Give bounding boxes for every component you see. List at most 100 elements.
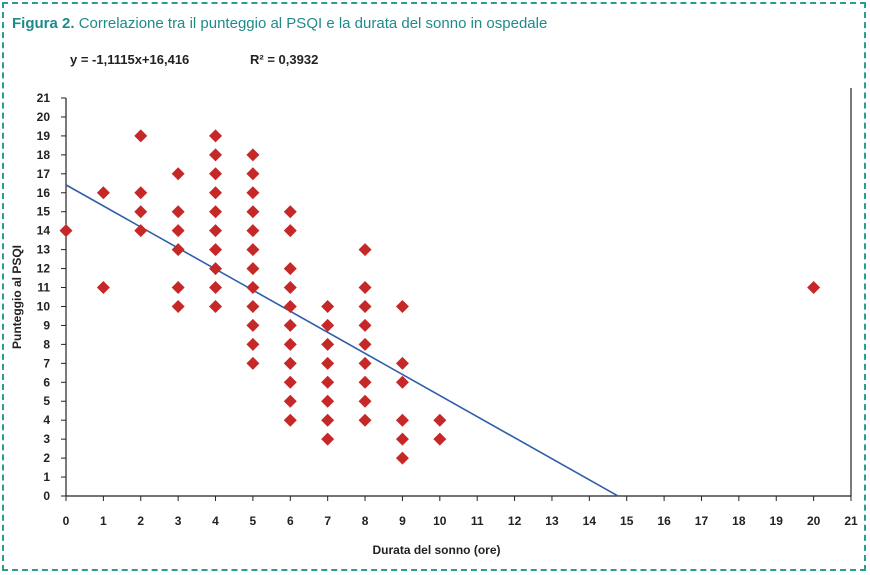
data-point [433, 432, 447, 446]
y-axis-title: Punteggio al PSQI [10, 245, 24, 349]
data-point [283, 413, 297, 427]
data-point [246, 281, 260, 295]
data-point [283, 299, 297, 313]
data-point [171, 281, 185, 295]
x-tick-label: 9 [399, 514, 406, 528]
data-point [96, 281, 110, 295]
data-point [171, 299, 185, 313]
x-tick-label: 8 [362, 514, 369, 528]
x-tick-label: 0 [63, 514, 70, 528]
data-point [246, 318, 260, 332]
data-point [395, 299, 409, 313]
data-point [59, 224, 73, 238]
data-point [283, 281, 297, 295]
x-tick-label: 21 [844, 514, 858, 528]
y-tick-label: 20 [37, 110, 51, 124]
data-point [134, 129, 148, 143]
data-point [171, 243, 185, 257]
data-point [283, 337, 297, 351]
data-point [171, 224, 185, 238]
data-point [283, 318, 297, 332]
x-tick-label: 19 [770, 514, 784, 528]
data-point [209, 129, 223, 143]
x-tick-label: 1 [100, 514, 107, 528]
data-point [209, 281, 223, 295]
data-point [358, 281, 372, 295]
data-point [395, 413, 409, 427]
data-point [134, 224, 148, 238]
data-point [96, 186, 110, 200]
x-tick-label: 18 [732, 514, 746, 528]
data-point [395, 432, 409, 446]
data-point [171, 205, 185, 219]
x-tick-label: 6 [287, 514, 294, 528]
data-point [246, 262, 260, 276]
y-tick-label: 0 [43, 489, 50, 503]
y-tick-label: 17 [37, 167, 51, 181]
data-point [395, 356, 409, 370]
data-point [321, 318, 335, 332]
data-point [283, 224, 297, 238]
y-tick-label: 7 [43, 356, 50, 370]
regression-equation: y = -1,1115x+16,416 [70, 52, 190, 67]
y-tick-label: 14 [37, 224, 51, 238]
data-point [321, 299, 335, 313]
y-tick-label: 6 [43, 375, 50, 389]
x-tick-label: 13 [545, 514, 559, 528]
x-tick-label: 20 [807, 514, 821, 528]
data-point [209, 167, 223, 181]
data-point [246, 186, 260, 200]
y-tick-label: 9 [43, 318, 50, 332]
data-point [433, 413, 447, 427]
x-tick-label: 3 [175, 514, 182, 528]
y-tick-label: 5 [43, 394, 50, 408]
data-point [358, 394, 372, 408]
data-point [321, 356, 335, 370]
data-point [209, 205, 223, 219]
data-point [246, 205, 260, 219]
trendline [65, 184, 619, 497]
figure-title: Figura 2. Correlazione tra il punteggio … [12, 15, 547, 32]
data-point [358, 318, 372, 332]
data-point [246, 148, 260, 162]
x-tick-label: 14 [583, 514, 597, 528]
data-point [321, 375, 335, 389]
data-point [321, 337, 335, 351]
y-tick-label: 13 [37, 243, 51, 257]
data-point [358, 356, 372, 370]
data-point [358, 243, 372, 257]
data-point [246, 356, 260, 370]
x-tick-label: 2 [137, 514, 144, 528]
data-point [321, 432, 335, 446]
data-point [209, 148, 223, 162]
x-axis-title: Durata del sonno (ore) [372, 543, 500, 557]
trendline-group [65, 184, 619, 497]
y-tick-label: 15 [37, 205, 51, 219]
data-point [283, 394, 297, 408]
y-tick-label: 21 [37, 91, 51, 105]
data-point [321, 394, 335, 408]
data-point [246, 243, 260, 257]
x-tick-label: 5 [250, 514, 257, 528]
data-point [246, 337, 260, 351]
data-point [358, 375, 372, 389]
y-tick-label: 12 [37, 262, 51, 276]
r-squared-value: R² = 0,3932 [250, 52, 319, 67]
data-point [134, 186, 148, 200]
data-point [283, 375, 297, 389]
figure-caption: Correlazione tra il punteggio al PSQI e … [78, 15, 548, 32]
data-point [134, 205, 148, 219]
data-point [283, 262, 297, 276]
x-tick-label: 11 [471, 514, 484, 528]
data-point [321, 413, 335, 427]
data-point [209, 262, 223, 276]
y-tick-label: 18 [37, 148, 51, 162]
data-point [246, 167, 260, 181]
y-tick-label: 11 [37, 281, 50, 295]
figure-label: Figura 2. [12, 15, 75, 32]
data-point [283, 205, 297, 219]
data-point [246, 299, 260, 313]
